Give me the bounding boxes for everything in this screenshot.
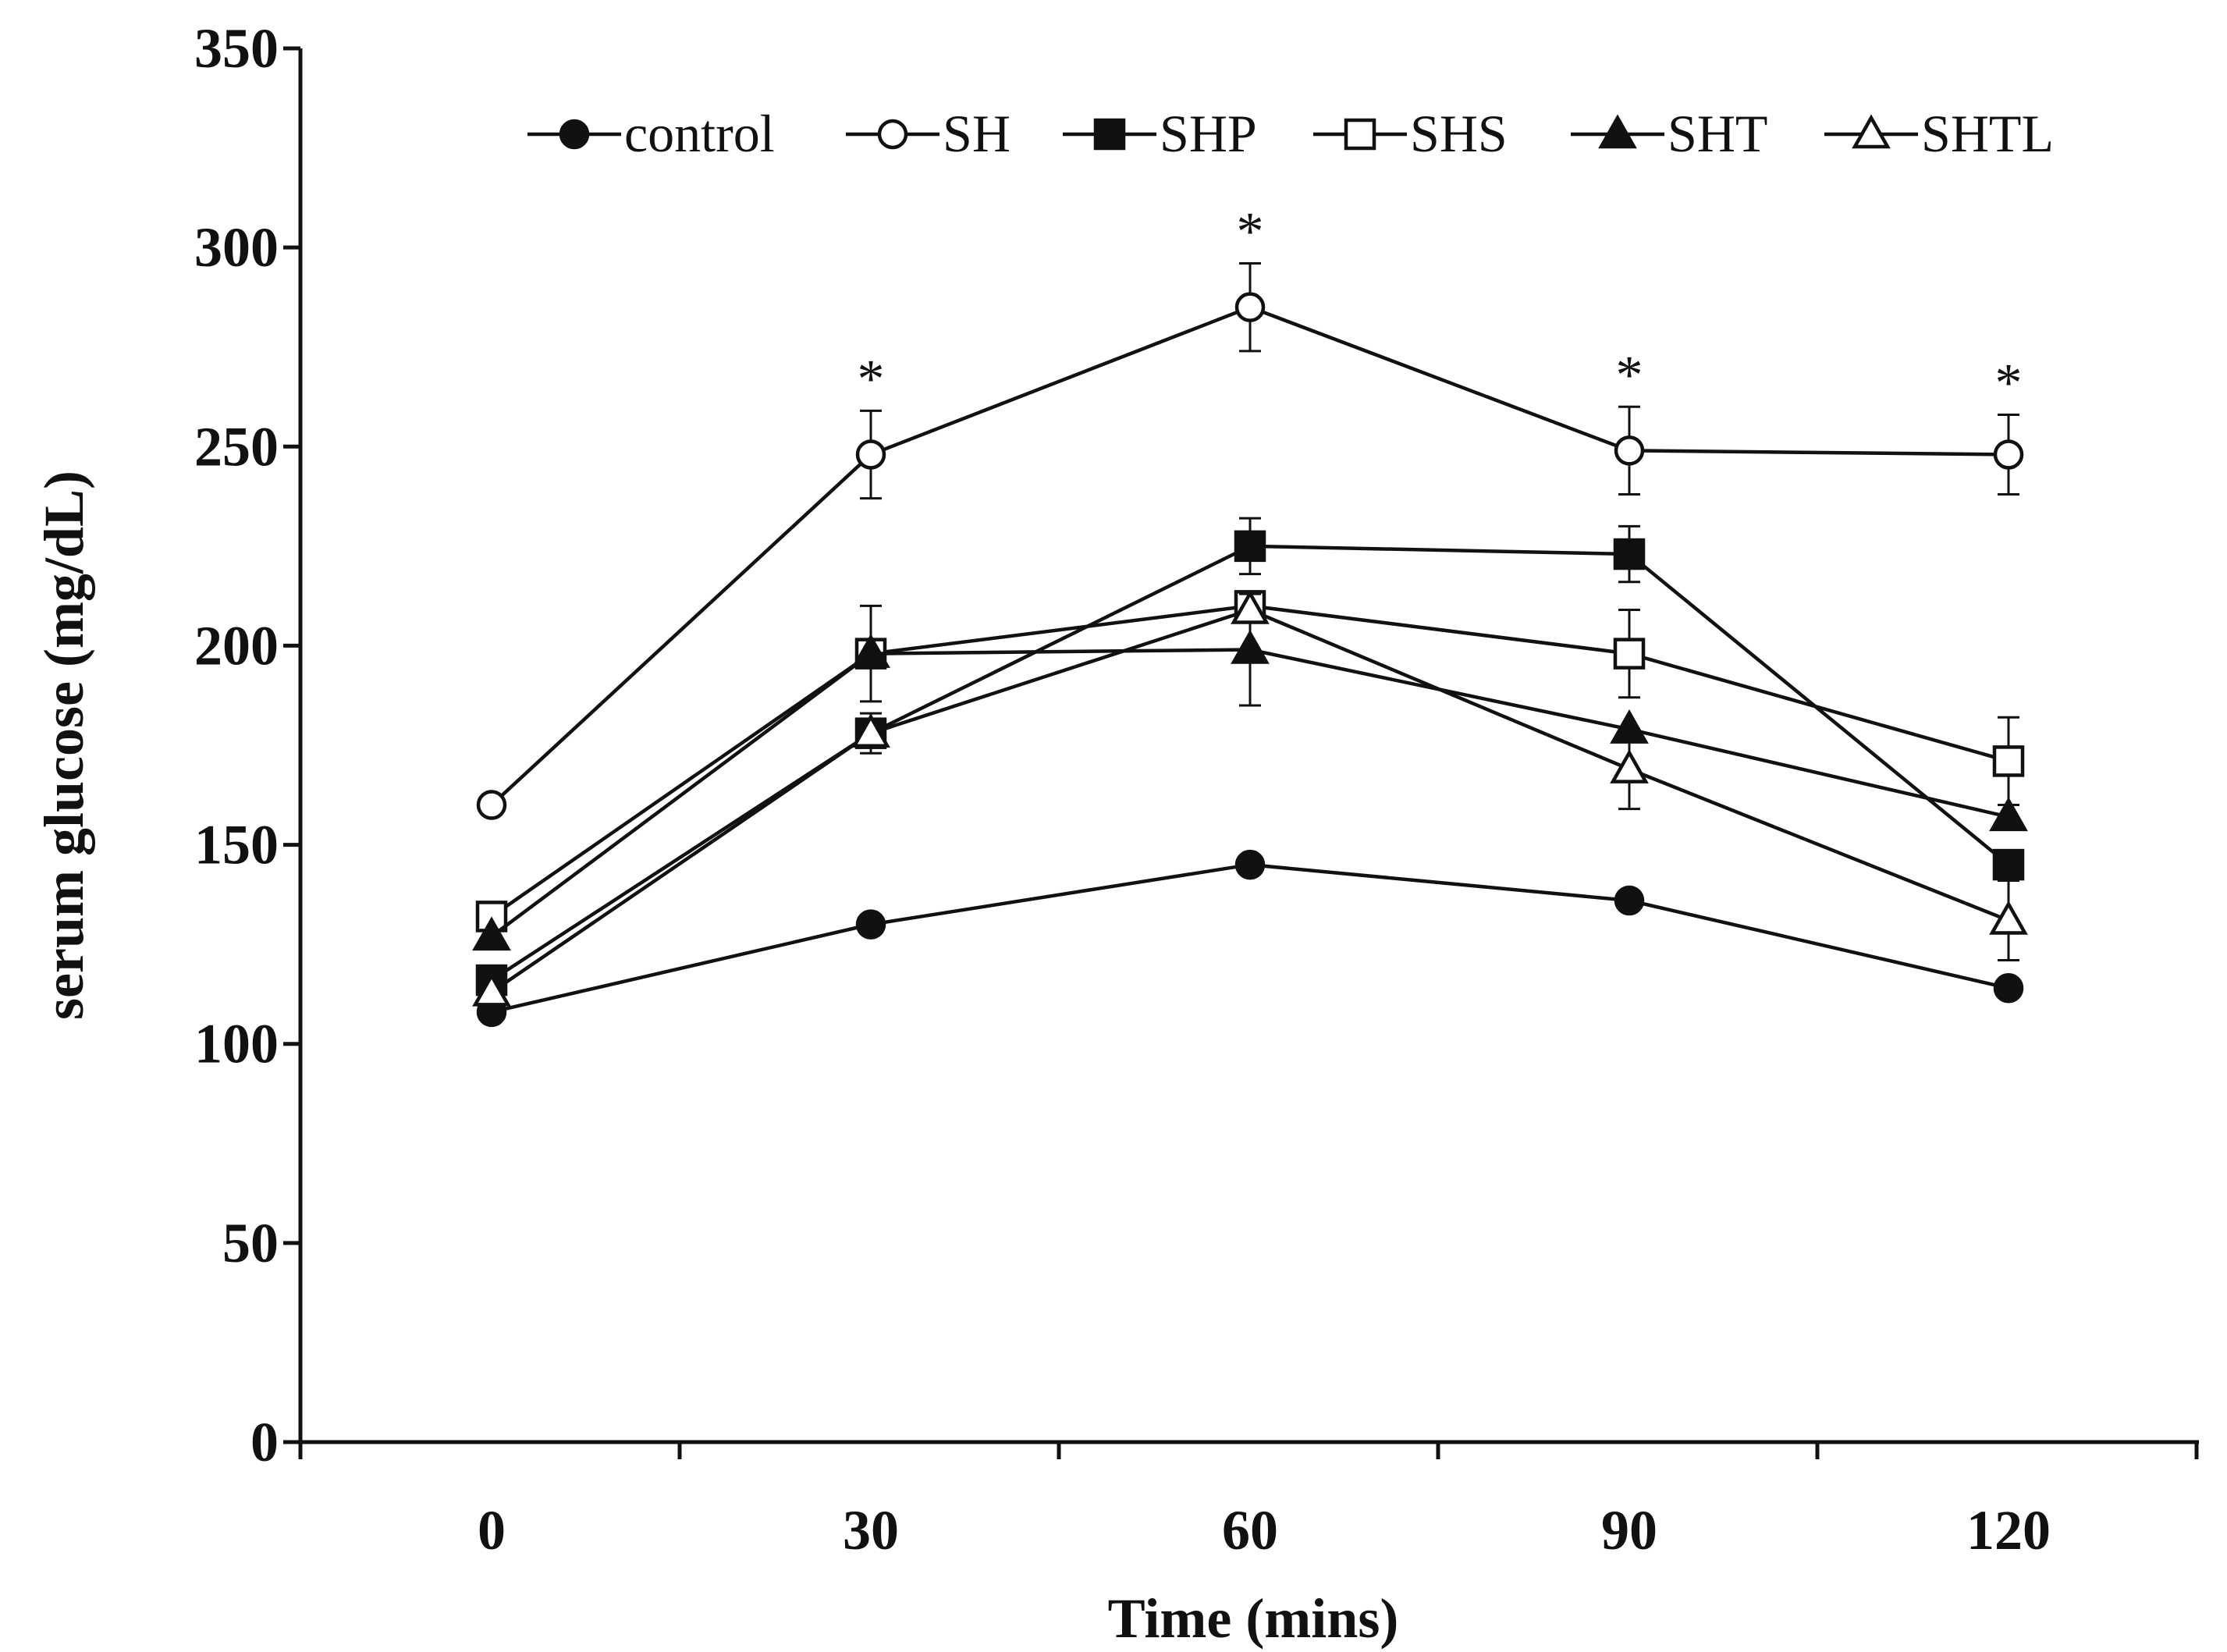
- data-point: [1234, 530, 1266, 563]
- legend-label: control: [624, 104, 775, 163]
- x-tick-label: 30: [843, 1499, 899, 1561]
- x-tick-label: 0: [478, 1499, 506, 1561]
- y-tick-label: 0: [250, 1411, 279, 1473]
- series-line-control: [491, 862, 2009, 1014]
- legend-label: SHT: [1668, 104, 1767, 163]
- series-shtl: [472, 589, 2028, 1007]
- data-point: [851, 634, 890, 668]
- x-tick-label: 90: [1601, 1499, 1657, 1561]
- y-tick-label: 100: [194, 1013, 279, 1075]
- significance-asterisk: *: [858, 349, 885, 409]
- legend-item-sh: SH: [846, 104, 1010, 163]
- data-point: [1614, 435, 1645, 466]
- legend-label: SH: [943, 104, 1010, 163]
- data-point: [1989, 797, 2028, 832]
- y-tick-label: 150: [194, 814, 279, 876]
- data-point: [855, 439, 886, 470]
- y-tick-label: 200: [194, 614, 279, 677]
- data-point: [1989, 900, 2028, 935]
- x-axis-title: Time (mins): [1108, 1587, 1399, 1650]
- data-point: [472, 916, 511, 951]
- y-axis-title: serum glucose (mg/dL): [33, 471, 95, 1020]
- legend-item-shp: SHP: [1063, 104, 1257, 163]
- legend-item-sht: SHT: [1571, 104, 1767, 163]
- series-sht: [472, 592, 2028, 951]
- x-tick-label: 120: [1966, 1499, 2051, 1561]
- legend: control SH SHP SHS SHT SHTL: [527, 104, 2054, 163]
- data-point: [1613, 538, 1646, 570]
- legend-marker: [1093, 118, 1126, 151]
- legend-label: SHTL: [1921, 104, 2054, 163]
- legend-marker: [877, 119, 908, 150]
- data-point: [1992, 848, 2025, 881]
- legend-marker: [559, 119, 590, 150]
- legend-label: SHP: [1160, 104, 1257, 163]
- legend-label: SHS: [1410, 104, 1508, 163]
- legend-marker: [1344, 118, 1376, 151]
- significance-asterisk: *: [1995, 353, 2023, 413]
- data-point: [1231, 629, 1270, 664]
- data-point: [855, 909, 886, 940]
- data-point: [1993, 439, 2024, 470]
- data-point: [851, 713, 890, 748]
- data-point: [1610, 749, 1649, 783]
- legend-item-shtl: SHTL: [1824, 104, 2054, 163]
- significance-asterisk: *: [1616, 345, 1643, 405]
- data-point: [1234, 849, 1266, 880]
- y-tick-label: 350: [194, 17, 279, 80]
- series-shp: [475, 517, 2025, 997]
- data-point: [1231, 589, 1270, 624]
- series-layer: * * * *: [472, 202, 2028, 1028]
- data-point: [1993, 973, 2024, 1004]
- y-tick-label: 250: [194, 415, 279, 478]
- y-tick-label: 50: [222, 1212, 279, 1274]
- series-control: [476, 849, 2024, 1028]
- significance-asterisk: *: [1237, 202, 1264, 262]
- axes-layer: 0 50 100 150 200 250 300 350 0 30 60 90 120: [194, 17, 2199, 1561]
- y-tick-label: 300: [194, 216, 279, 279]
- data-point: [1613, 638, 1646, 670]
- legend-item-shs: SHS: [1313, 104, 1508, 163]
- legend-item-control: control: [527, 104, 775, 163]
- legend-marker: [1852, 114, 1891, 149]
- data-point: [476, 790, 507, 820]
- series-sh: [476, 262, 2024, 820]
- x-tick-label: 60: [1222, 1499, 1278, 1561]
- data-point: [1234, 292, 1266, 322]
- legend-marker: [1598, 114, 1637, 149]
- data-point: [1614, 885, 1645, 916]
- data-point: [472, 972, 511, 1007]
- data-point: [1992, 745, 2025, 777]
